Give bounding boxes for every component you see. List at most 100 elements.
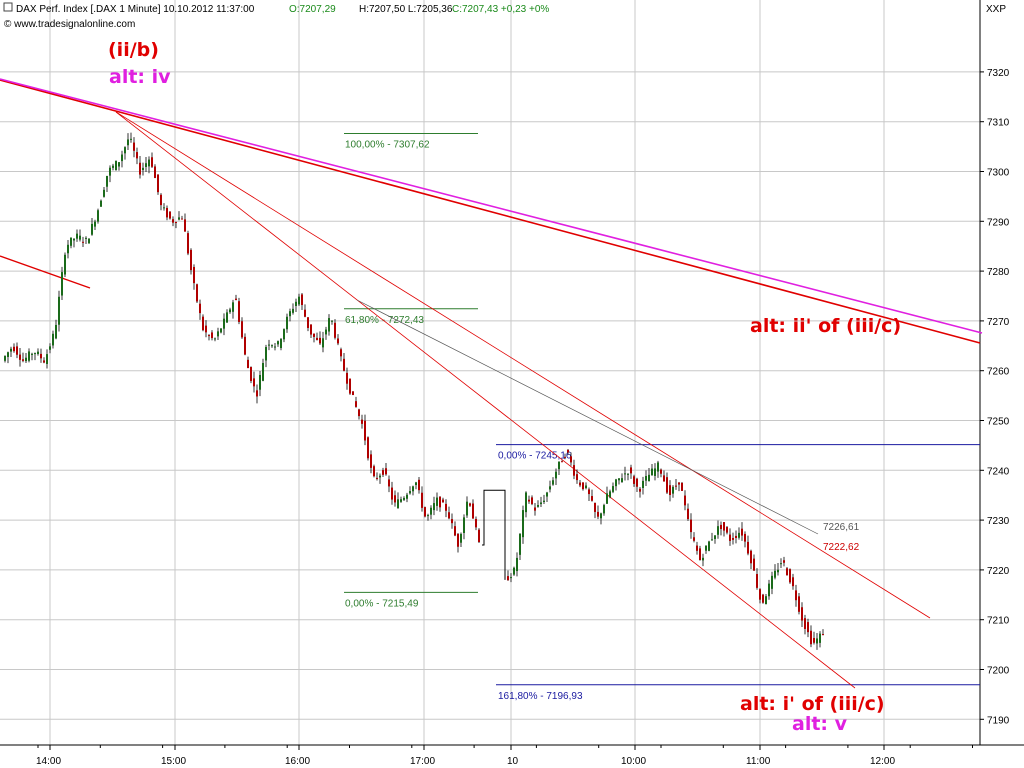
session-gap-line — [482, 489, 506, 580]
candle-body — [79, 235, 81, 240]
candle-body — [256, 390, 258, 397]
candle-body — [283, 329, 285, 340]
fib-level-label: 100,00% - 7307,62 — [345, 140, 430, 151]
candle-body — [307, 317, 309, 328]
candle-body — [687, 508, 689, 520]
candle-body — [558, 461, 560, 470]
candle-body — [364, 420, 366, 441]
candle-body — [304, 309, 306, 317]
header-checkbox[interactable] — [3, 2, 13, 12]
y-tick-label: 7320 — [987, 68, 1010, 79]
candle-body — [744, 533, 746, 542]
axis-ticks: 7190 7200 7210 7220 7230 7240 7250 7260 7270 7280… — [36, 68, 1010, 767]
candle-body — [675, 485, 677, 487]
candle-body — [442, 499, 444, 503]
candle-body — [100, 200, 102, 207]
candle-body — [421, 492, 423, 508]
candle-body — [591, 496, 593, 501]
candle-body — [510, 577, 512, 579]
fib-level-label: 61,80% - 7272,43 — [345, 315, 424, 326]
candle-body — [298, 296, 300, 305]
candle-body — [121, 154, 123, 162]
candle-body — [349, 378, 351, 394]
candle-body — [747, 541, 749, 554]
candle-body — [726, 527, 728, 533]
candle-body — [573, 465, 575, 476]
candle-body — [160, 194, 162, 206]
candle-body — [633, 476, 635, 484]
y-tick-label: 7280 — [987, 267, 1010, 278]
y-tick-label: 7230 — [987, 516, 1010, 527]
y-tick-label: 7310 — [987, 118, 1010, 129]
candle-body — [522, 510, 524, 538]
candle-body — [795, 590, 797, 601]
y-tick-label: 7210 — [987, 616, 1010, 627]
x-tick-label: 16:00 — [285, 756, 310, 767]
candle-body — [376, 477, 378, 479]
candle-body — [340, 349, 342, 357]
trend-channel-upper — [115, 111, 931, 619]
candle-body — [403, 497, 405, 500]
y-tick-label: 7220 — [987, 566, 1010, 577]
candle-body — [531, 497, 533, 505]
candle-body — [337, 338, 339, 344]
candle-body — [669, 485, 671, 495]
candle-body — [115, 160, 117, 171]
candle-body — [582, 482, 584, 490]
candle-body — [609, 491, 611, 498]
candle-body — [187, 233, 189, 254]
candle-body — [334, 322, 336, 338]
candle-body — [193, 266, 195, 284]
candle-body — [109, 167, 111, 176]
candle-body — [552, 480, 554, 485]
candle-body — [388, 479, 390, 487]
candle-body — [436, 497, 438, 506]
candle-body — [537, 505, 539, 507]
candle-body — [717, 526, 719, 535]
candle-body — [762, 594, 764, 603]
candle-body — [699, 548, 701, 561]
candle-body — [58, 296, 60, 325]
candle-body — [52, 333, 54, 346]
candle-body — [178, 217, 180, 220]
candle-body — [672, 486, 674, 494]
candle-body — [382, 470, 384, 475]
candle-body — [597, 511, 599, 517]
candle-body — [247, 359, 249, 369]
candle-body — [693, 537, 695, 541]
candle-body — [612, 486, 614, 492]
candle-body — [810, 630, 812, 645]
candle-body — [175, 221, 177, 223]
candle-body — [361, 419, 363, 424]
candle-body — [313, 333, 315, 337]
trendline-gray — [356, 299, 819, 535]
line-end-label: 7222,62 — [823, 542, 860, 553]
candle-body — [229, 309, 231, 313]
line-end-label: 7226,61 — [823, 522, 860, 533]
candle-body — [720, 524, 722, 530]
fibonacci-levels: 100,00% - 7307,62 61,80% - 7272,43 0,00% -… — [344, 133, 980, 702]
candle-body — [286, 316, 288, 330]
candle-body — [804, 618, 806, 629]
candle-body — [624, 473, 626, 475]
candle-body — [750, 550, 752, 564]
x-tick-label: 14:00 — [36, 756, 61, 767]
candle-body — [355, 401, 357, 407]
candle-body — [238, 301, 240, 322]
candle-body — [534, 507, 536, 511]
candle-body — [253, 378, 255, 387]
candle-body — [139, 162, 141, 175]
candle-body — [367, 437, 369, 459]
candle-body — [118, 162, 120, 167]
candle-body — [663, 475, 665, 482]
candle-body — [475, 518, 477, 528]
candle-body — [226, 312, 228, 323]
candles — [4, 132, 824, 650]
candle-body — [250, 367, 252, 382]
x-tick-label: 11:00 — [746, 756, 771, 767]
header-watermark: © www.tradesignalonline.com — [4, 19, 135, 30]
candle-body — [738, 532, 740, 538]
candle-body — [651, 468, 653, 476]
candle-body — [576, 474, 578, 481]
